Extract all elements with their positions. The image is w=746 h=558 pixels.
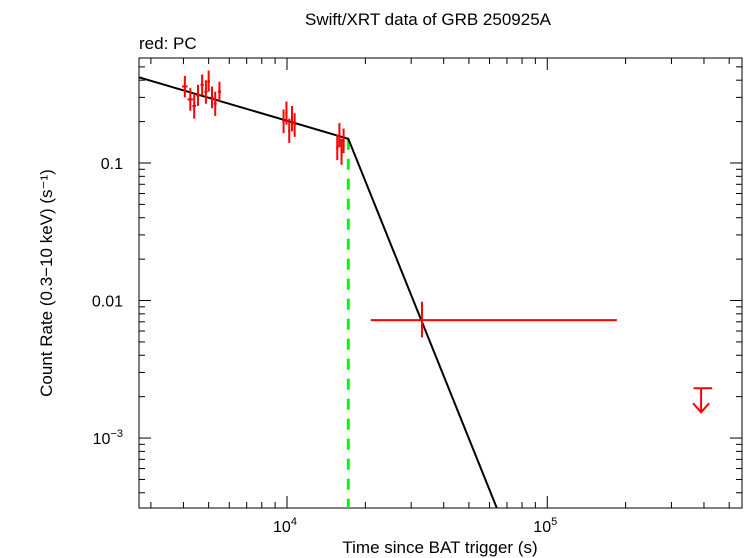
chart-subtitle: red: PC [139, 34, 197, 53]
data-point [370, 301, 617, 338]
data-point [288, 118, 291, 143]
x-tick-label: 104 [273, 516, 297, 536]
upper-limit-arrow-head [692, 402, 710, 414]
x-axis-label: Time since BAT trigger (s) [342, 538, 537, 557]
x-tick-label: 105 [533, 516, 557, 536]
data-point [285, 101, 288, 125]
data-point [187, 88, 193, 111]
data-point [290, 105, 294, 132]
model-line [138, 76, 498, 509]
y-axis-label: Count Rate (0.3−10 keV) (s⁻¹) [37, 169, 56, 397]
data-point [342, 128, 345, 154]
model-curve [138, 76, 498, 509]
data-point [204, 80, 208, 104]
data-point [210, 86, 214, 109]
axis-tick-labels: 104 105 0.1 0.01 10−3 [92, 156, 557, 536]
data-point [336, 134, 339, 161]
data-point [207, 70, 210, 92]
data-point [217, 81, 222, 102]
data-point [200, 74, 204, 96]
data-point [293, 113, 296, 137]
data-point [340, 138, 343, 165]
axis-ticks [139, 58, 742, 508]
plot-frame [138, 57, 743, 509]
data-points [182, 70, 713, 414]
y-tick-label: 0.01 [92, 294, 123, 311]
upper-limit [692, 387, 713, 414]
data-point [192, 93, 196, 119]
y-tick-label: 0.1 [101, 156, 123, 173]
chart-title: Swift/XRT data of GRB 250925A [305, 10, 552, 29]
y-tick-label: 10−3 [93, 428, 123, 448]
data-point [213, 91, 217, 116]
data-point [196, 84, 200, 106]
data-point [182, 75, 188, 98]
data-point [338, 123, 341, 148]
data-point [282, 109, 285, 134]
